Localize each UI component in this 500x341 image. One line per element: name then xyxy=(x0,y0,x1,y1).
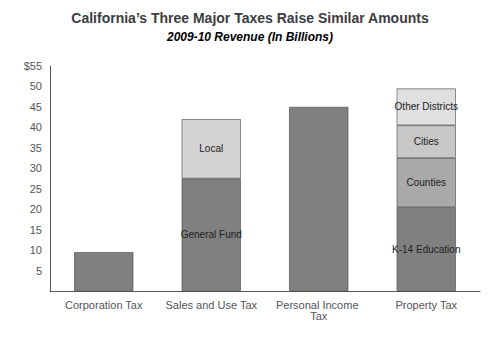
svg-text:35: 35 xyxy=(30,142,42,154)
svg-text:Cities: Cities xyxy=(414,136,439,147)
svg-text:Personal Income: Personal Income xyxy=(275,298,362,311)
svg-text:30: 30 xyxy=(30,162,42,174)
svg-text:$55: $55 xyxy=(24,60,42,72)
svg-text:General Fund: General Fund xyxy=(181,229,242,240)
svg-text:Other Districts: Other Districts xyxy=(395,101,458,112)
svg-text:20: 20 xyxy=(30,203,42,215)
svg-text:5: 5 xyxy=(36,265,42,277)
svg-text:25: 25 xyxy=(30,183,42,195)
svg-text:California’s Three Major Taxes: California’s Three Major Taxes Raise Sim… xyxy=(71,10,429,26)
svg-text:Property Tax: Property Tax xyxy=(395,299,457,311)
svg-text:Sales and Use Tax: Sales and Use Tax xyxy=(165,299,257,311)
svg-text:15: 15 xyxy=(30,224,42,236)
svg-text:45: 45 xyxy=(30,101,42,113)
svg-text:Local: Local xyxy=(199,143,223,154)
svg-text:40: 40 xyxy=(30,121,42,133)
svg-text:Tax: Tax xyxy=(310,310,328,322)
svg-text:10: 10 xyxy=(30,244,42,256)
svg-text:Counties: Counties xyxy=(407,177,446,188)
svg-text:Corporation Tax: Corporation Tax xyxy=(65,299,143,311)
svg-text:2009-10 Revenue (In Billions): 2009-10 Revenue (In Billions) xyxy=(166,30,333,44)
svg-text:K-14 Education: K-14 Education xyxy=(392,244,460,255)
svg-text:50: 50 xyxy=(30,80,42,92)
